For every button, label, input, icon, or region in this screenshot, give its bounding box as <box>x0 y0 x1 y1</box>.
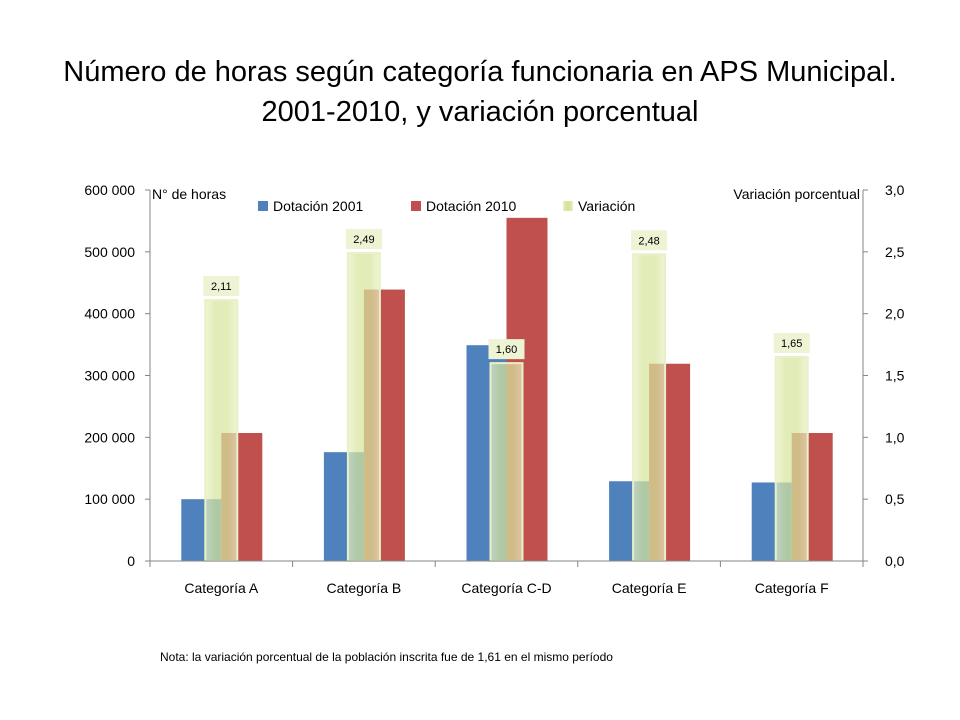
y-tick-label-right: 2,5 <box>885 244 905 260</box>
legend-swatch-dotacion-2001 <box>258 201 268 211</box>
y-axis-title-left: N° de horas <box>152 186 226 202</box>
chart-title-line-1: Número de horas según categoría funciona… <box>63 56 897 88</box>
bar-variacion <box>346 252 381 562</box>
data-label-box <box>203 276 240 297</box>
y-tick-label-right: 1,0 <box>885 429 905 445</box>
y-tick-label-right: 1,5 <box>885 368 905 384</box>
data-label-box <box>631 230 668 251</box>
legend-swatch-dotacion-2010 <box>411 201 421 211</box>
bar-variacion <box>632 253 667 562</box>
legend-swatch-variacion <box>563 201 573 211</box>
y-tick-label-left: 600 000 <box>84 182 135 198</box>
y-tick-label-right: 2,0 <box>885 306 905 322</box>
bar-variacion <box>489 362 524 562</box>
y-axis-title-right: Variación porcentual <box>733 186 860 202</box>
data-label-variacion: 2,48 <box>638 235 659 247</box>
bar-variacion <box>774 355 809 563</box>
y-tick-label-right: 3,0 <box>885 182 905 198</box>
x-tick-label: Categoría F <box>755 580 829 596</box>
y-tick-label-left: 300 000 <box>84 368 135 384</box>
data-label-variacion: 2,11 <box>211 281 232 293</box>
legend-label: Dotación 2001 <box>273 198 364 214</box>
y-tick-label-left: 200 000 <box>84 429 135 445</box>
data-label-box <box>345 229 382 250</box>
data-label-variacion: 1,60 <box>496 344 517 356</box>
x-tick-label: Categoría A <box>184 580 259 596</box>
y-tick-label-left: 0 <box>127 553 135 569</box>
x-tick-label: Categoría C-D <box>461 580 551 596</box>
chart-title: Número de horas según categoría funciona… <box>20 52 940 132</box>
bar-variacion <box>204 299 239 562</box>
x-tick-label: Categoría E <box>612 580 687 596</box>
data-label-variacion: 1,65 <box>781 338 802 350</box>
legend-label: Variación <box>578 198 635 214</box>
data-label-box <box>773 332 810 353</box>
y-tick-label-right: 0,0 <box>885 553 905 569</box>
y-tick-label-left: 500 000 <box>84 244 135 260</box>
chart-note: Nota: la variación porcentual de la pobl… <box>160 650 613 664</box>
data-label-box <box>488 339 525 360</box>
y-tick-label-right: 0,5 <box>885 491 905 507</box>
y-tick-label-left: 400 000 <box>84 306 135 322</box>
legend-label: Dotación 2010 <box>426 198 517 214</box>
y-tick-label-left: 100 000 <box>84 491 135 507</box>
data-label-variacion: 2,49 <box>353 234 374 246</box>
chart-title-line-2: 2001-2010, y variación porcentual <box>261 96 699 128</box>
x-tick-label: Categoría B <box>327 580 402 596</box>
